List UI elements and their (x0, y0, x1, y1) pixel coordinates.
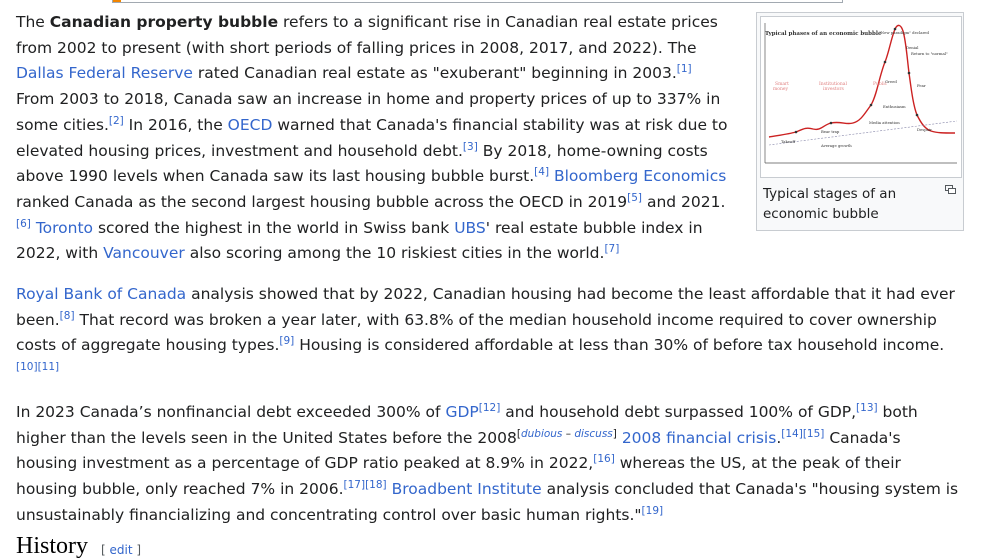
label-fear: Fear (917, 83, 926, 88)
label-greed: Greed (885, 79, 897, 84)
label-return: Return to "normal" (911, 51, 948, 56)
ref-7[interactable]: [7] (604, 243, 620, 256)
chart-title: Typical phases of an economic bubble (765, 31, 882, 37)
svg-text:money: money (773, 87, 789, 92)
article-subject: Canadian property bubble (49, 13, 279, 31)
ref-10[interactable]: [10] (16, 360, 38, 373)
link-bloomberg[interactable]: Bloomberg Economics (553, 167, 727, 186)
link-2008-crisis[interactable]: 2008 financial crisis (621, 428, 777, 447)
label-despair: Despair (917, 127, 932, 132)
label-new-paradigm: "New paradigm" declared (879, 30, 929, 35)
edit-section: [ edit ] (101, 543, 142, 557)
ref-11[interactable]: [11] (37, 360, 60, 373)
link-oecd[interactable]: OECD (227, 115, 273, 134)
ref-8[interactable]: [8] (59, 309, 75, 322)
enlarge-icon[interactable] (945, 185, 956, 194)
article-body: Smart money Institutional investors Publ… (16, 10, 964, 543)
ref-15[interactable]: [15] (802, 427, 825, 440)
svg-text:Smart: Smart (775, 81, 789, 87)
figure-caption-box: Typical stages of an economic bubble (760, 178, 960, 227)
ref-3[interactable]: [3] (462, 140, 478, 153)
phase-bubble-pop: Bubble pop (919, 167, 947, 177)
banner-accent (113, 0, 121, 2)
ref-17[interactable]: [17] (343, 478, 366, 491)
bubble-chart-svg: Smart money Institutional investors Publ… (764, 23, 958, 164)
ref-5[interactable]: [5] (627, 191, 643, 204)
link-gdp[interactable]: GDP (445, 402, 479, 421)
link-dallas-fed[interactable]: Dallas Federal Reserve (16, 64, 193, 83)
link-rbc[interactable]: Royal Bank of Canada (16, 285, 187, 304)
ref-19[interactable]: [19] (641, 504, 664, 517)
link-vancouver[interactable]: Vancouver (103, 244, 185, 263)
svg-text:investors: investors (823, 86, 845, 92)
ref-12[interactable]: [12] (478, 401, 501, 414)
ref-4[interactable]: [4] (534, 166, 550, 179)
top-banner-edge (112, 0, 843, 3)
label-enthusiasm: Enthusiasm (883, 104, 906, 109)
ref-18[interactable]: [18] (365, 478, 387, 491)
paragraph-2: Royal Bank of Canada analysis showed tha… (16, 285, 955, 373)
link-broadbent[interactable]: Broadbent Institute (391, 479, 542, 498)
ref-2[interactable]: [2] (108, 114, 124, 127)
figure-caption: Typical stages of an economic bubble (763, 186, 897, 222)
ref-1[interactable]: [1] (676, 63, 692, 76)
phase-hidden: Hidden stage (765, 167, 797, 177)
ref-6[interactable]: [6] (16, 217, 31, 230)
dubious-link[interactable]: dubious (520, 427, 563, 440)
paragraph-3: In 2023 Canada’s nonfinancial debt excee… (16, 401, 959, 524)
phase-mania: Mania (871, 167, 886, 177)
section-heading-history: History (16, 533, 88, 559)
average-growth-line (768, 120, 958, 146)
ref-14[interactable]: [14] (781, 427, 803, 440)
svg-text:Public: Public (873, 81, 888, 87)
label-media: Media attention (869, 120, 900, 125)
label-bear-trap: Bear trap (821, 129, 840, 134)
label-denial: Denial (906, 45, 919, 50)
label-takeoff: Takeoff (781, 139, 796, 144)
discuss-link[interactable]: discuss (574, 427, 613, 440)
paragraph-1: The Canadian property bubble refers to a… (16, 13, 728, 263)
ref-16[interactable]: [16] (593, 453, 615, 466)
figure-economic-bubble: Smart money Institutional investors Publ… (756, 12, 964, 231)
dubious-tag: [dubious – discuss] (516, 427, 617, 440)
label-average-growth: Average growth (821, 143, 852, 148)
bubble-chart-image[interactable]: Smart money Institutional investors Publ… (760, 16, 962, 178)
link-ubs[interactable]: UBS (454, 218, 486, 237)
phase-awareness: Awareness (819, 167, 844, 177)
link-toronto[interactable]: Toronto (35, 218, 94, 237)
edit-section-link[interactable]: edit (109, 543, 133, 557)
ref-13[interactable]: [13] (856, 401, 878, 414)
ref-9[interactable]: [9] (279, 335, 295, 348)
svg-text:Institutional: Institutional (819, 81, 847, 87)
